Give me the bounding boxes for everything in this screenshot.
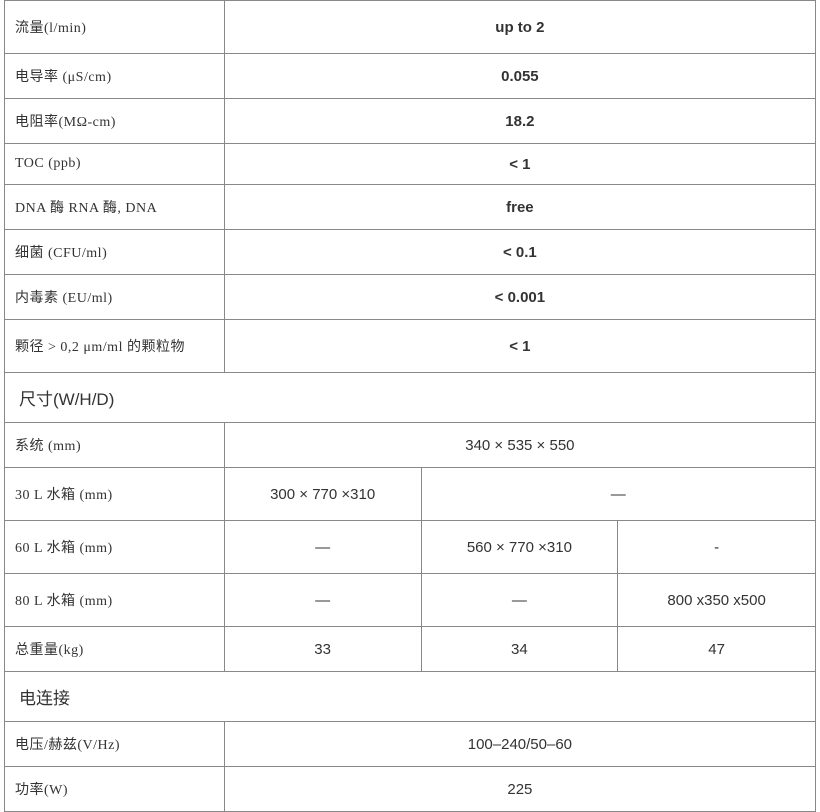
label-conductivity: 电导率 (μS/cm) [5, 54, 225, 99]
label-tank80: 80 L 水箱 (mm) [5, 574, 225, 627]
label-toc: TOC (ppb) [5, 144, 225, 185]
label-voltage: 电压/赫兹(V/Hz) [5, 722, 225, 767]
value-weight-c2: 34 [421, 627, 618, 672]
table-row: 80 L 水箱 (mm) — — 800 x350 x500 [5, 574, 816, 627]
value-tank60-c2: 560 × 770 ×310 [421, 521, 618, 574]
value-tank60-c3: - [618, 521, 816, 574]
value-tank60-c1: — [224, 521, 421, 574]
value-flow: up to 2 [224, 1, 815, 54]
table-row: 总重量(kg) 33 34 47 [5, 627, 816, 672]
table-row: 功率(W) 225 [5, 767, 816, 812]
value-power: 225 [224, 767, 815, 812]
value-voltage: 100–240/50–60 [224, 722, 815, 767]
label-bacteria: 细菌 (CFU/ml) [5, 230, 225, 275]
table-row: 电压/赫兹(V/Hz) 100–240/50–60 [5, 722, 816, 767]
label-weight: 总重量(kg) [5, 627, 225, 672]
value-conductivity: 0.055 [224, 54, 815, 99]
value-endotoxin: < 0.001 [224, 275, 815, 320]
value-tank80-c3: 800 x350 x500 [618, 574, 816, 627]
value-weight-c3: 47 [618, 627, 816, 672]
table-row: 60 L 水箱 (mm) — 560 × 770 ×310 - [5, 521, 816, 574]
label-power: 功率(W) [5, 767, 225, 812]
spec-table: 流量(l/min) up to 2 电导率 (μS/cm) 0.055 电阻率(… [4, 0, 816, 812]
table-row: TOC (ppb) < 1 [5, 144, 816, 185]
label-dna: DNA 酶 RNA 酶, DNA [5, 185, 225, 230]
table-row: DNA 酶 RNA 酶, DNA free [5, 185, 816, 230]
table-row: 电导率 (μS/cm) 0.055 [5, 54, 816, 99]
section-electrical: 电连接 [5, 672, 816, 722]
table-row: 颗径 > 0,2 μm/ml 的颗粒物 < 1 [5, 320, 816, 373]
value-resistivity: 18.2 [224, 99, 815, 144]
value-tank30-c1: 300 × 770 ×310 [224, 468, 421, 521]
value-dna: free [224, 185, 815, 230]
value-tank80-c1: — [224, 574, 421, 627]
label-tank60: 60 L 水箱 (mm) [5, 521, 225, 574]
table-row: 系统 (mm) 340 × 535 × 550 [5, 423, 816, 468]
label-system: 系统 (mm) [5, 423, 225, 468]
value-particle: < 1 [224, 320, 815, 373]
table-row: 流量(l/min) up to 2 [5, 1, 816, 54]
table-row: 电阻率(MΩ-cm) 18.2 [5, 99, 816, 144]
label-flow: 流量(l/min) [5, 1, 225, 54]
value-weight-c1: 33 [224, 627, 421, 672]
value-toc: < 1 [224, 144, 815, 185]
section-row: 尺寸(W/H/D) [5, 373, 816, 423]
value-bacteria: < 0.1 [224, 230, 815, 275]
table-row: 30 L 水箱 (mm) 300 × 770 ×310 — [5, 468, 816, 521]
label-endotoxin: 内毒素 (EU/ml) [5, 275, 225, 320]
label-resistivity: 电阻率(MΩ-cm) [5, 99, 225, 144]
value-system: 340 × 535 × 550 [224, 423, 815, 468]
value-tank30-c2: — [421, 468, 816, 521]
section-row: 电连接 [5, 672, 816, 722]
value-tank80-c2: — [421, 574, 618, 627]
label-particle: 颗径 > 0,2 μm/ml 的颗粒物 [5, 320, 225, 373]
table-row: 细菌 (CFU/ml) < 0.1 [5, 230, 816, 275]
label-tank30: 30 L 水箱 (mm) [5, 468, 225, 521]
table-row: 内毒素 (EU/ml) < 0.001 [5, 275, 816, 320]
section-dimensions: 尺寸(W/H/D) [5, 373, 816, 423]
